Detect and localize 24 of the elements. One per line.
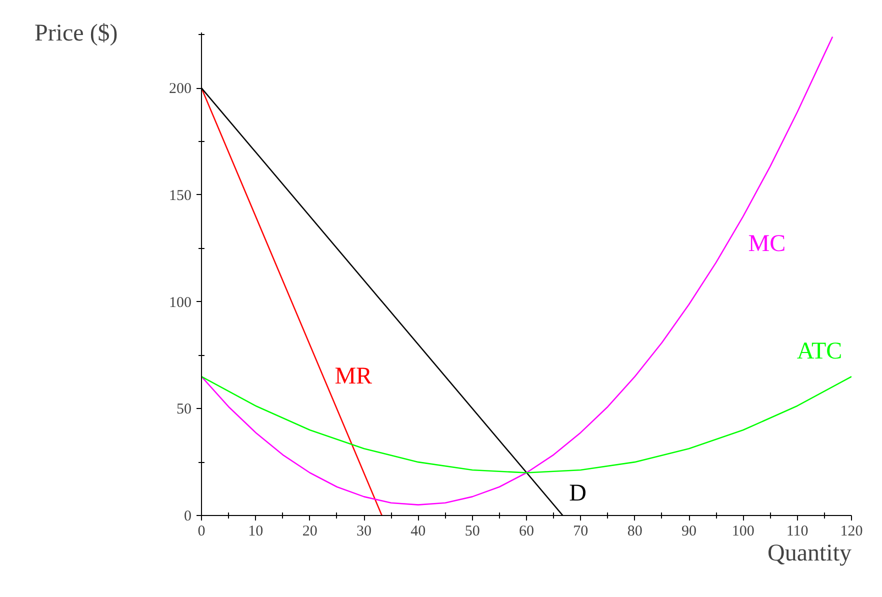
x-tick-label: 0 — [198, 524, 206, 540]
x-tick-label: 90 — [682, 524, 696, 540]
x-axis-title: Quantity — [768, 540, 852, 566]
x-tick-label: 60 — [519, 524, 534, 540]
y-tick-label: 0 — [184, 508, 192, 524]
x-tick-label: 20 — [302, 524, 318, 540]
annotation: MC — [748, 231, 786, 258]
x-tick-label: 110 — [786, 524, 808, 540]
x-tick-label: 120 — [840, 524, 863, 540]
y-tick-label: 200 — [169, 81, 192, 98]
x-tick-label: 80 — [627, 524, 642, 540]
y-axis-title: Price ($) — [34, 20, 118, 46]
x-tick-label: 30 — [356, 524, 372, 540]
x-tick-label: 100 — [732, 524, 754, 540]
x-tick-label: 70 — [573, 524, 588, 540]
x-tick-label: 40 — [410, 524, 426, 540]
x-tick-label: 50 — [464, 524, 480, 540]
y-tick-label: 50 — [176, 402, 192, 418]
y-tick-label: 150 — [169, 188, 192, 204]
x-tick-label: 10 — [248, 524, 264, 540]
annotation: MR — [334, 364, 372, 390]
y-tick-label: 100 — [169, 294, 192, 311]
annotation: ATC — [796, 338, 842, 365]
annotation: D — [569, 480, 586, 506]
